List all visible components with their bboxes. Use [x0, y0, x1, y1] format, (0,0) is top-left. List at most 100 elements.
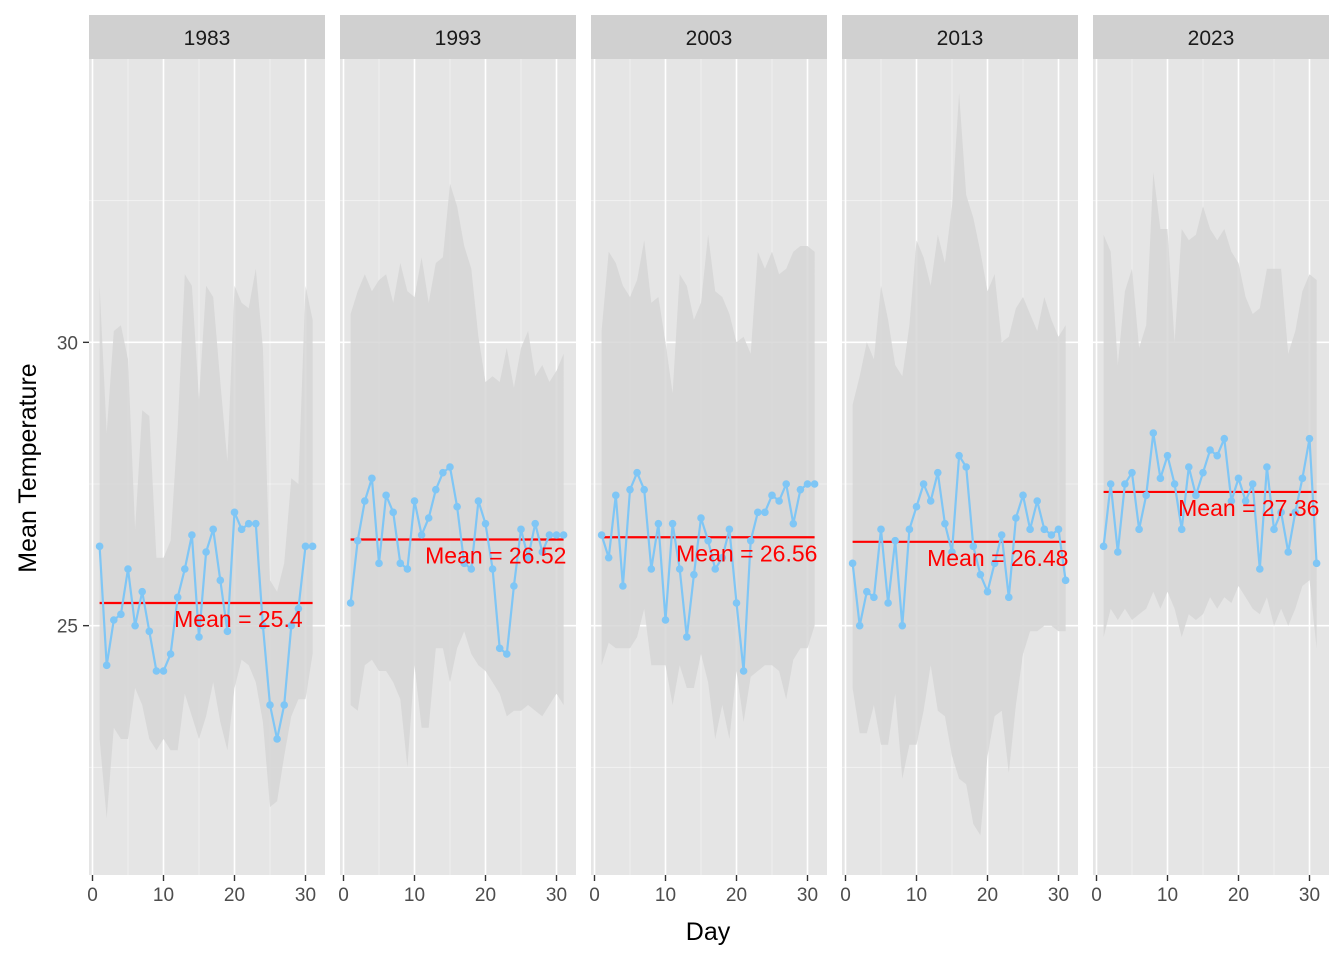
- x-tick-label: 0: [840, 885, 851, 906]
- data-point: [223, 627, 232, 636]
- data-point: [237, 525, 246, 534]
- data-point: [396, 559, 405, 568]
- plot-area: Mean = 27.36: [1093, 59, 1329, 875]
- data-point: [1234, 474, 1243, 483]
- data-point: [138, 587, 146, 596]
- data-point: [1047, 531, 1056, 539]
- data-point: [1177, 525, 1186, 534]
- data-point: [725, 525, 734, 534]
- data-point: [877, 525, 885, 534]
- data-point: [1298, 474, 1307, 483]
- data-point: [732, 599, 741, 607]
- facet-strip-label: 1993: [435, 27, 482, 50]
- data-point: [439, 468, 447, 477]
- data-point: [976, 570, 985, 579]
- data-point: [704, 536, 712, 545]
- data-point: [503, 650, 511, 658]
- data-point: [346, 599, 355, 607]
- data-point: [559, 531, 568, 539]
- data-point: [905, 525, 914, 534]
- x-tick-label: 0: [338, 885, 349, 906]
- mean-label: Mean = 26.48: [927, 545, 1068, 571]
- panels-layer: 1983 Mean = 25.4 0 10 20 30 1993 Mean = 26.52 0 1…: [87, 15, 1329, 906]
- data-point: [361, 497, 369, 505]
- data-point: [1312, 559, 1321, 568]
- data-point: [912, 502, 921, 511]
- data-point: [287, 621, 296, 630]
- data-point: [683, 633, 691, 641]
- data-point: [517, 525, 525, 534]
- x-tick-label: 30: [1048, 885, 1069, 906]
- y-tick-label: 30: [57, 333, 78, 354]
- data-point: [102, 661, 111, 670]
- data-point: [768, 491, 776, 500]
- plot-area: Mean = 26.48: [842, 59, 1078, 875]
- data-point: [124, 565, 132, 573]
- x-axis-title: Day: [686, 918, 731, 946]
- data-point: [95, 542, 104, 551]
- data-point: [209, 525, 217, 534]
- facet-strip: [1093, 15, 1329, 59]
- data-point: [1135, 525, 1143, 534]
- data-point: [1220, 434, 1229, 443]
- plot-area: Mean = 25.4: [89, 59, 325, 875]
- data-point: [1227, 497, 1236, 505]
- data-point: [1012, 514, 1020, 522]
- data-point: [1019, 491, 1027, 500]
- data-point: [510, 582, 518, 590]
- facet-panel-2013: 2013 Mean = 26.48 0 10 20 30: [840, 15, 1078, 906]
- data-point: [252, 519, 260, 528]
- data-point: [1054, 525, 1063, 534]
- data-point: [848, 559, 857, 568]
- data-point: [898, 621, 907, 630]
- data-point: [368, 474, 376, 483]
- data-point: [711, 565, 719, 573]
- x-tick-label: 20: [475, 885, 496, 906]
- data-point: [969, 542, 978, 551]
- facet-strip: [340, 15, 576, 59]
- data-point: [117, 610, 125, 619]
- data-point: [1199, 468, 1207, 477]
- data-point: [230, 508, 239, 517]
- data-point: [389, 508, 398, 517]
- x-tick-label: 20: [726, 885, 747, 906]
- x-tick-label: 10: [906, 885, 927, 906]
- data-point: [796, 485, 805, 494]
- plot-area: Mean = 26.52: [340, 59, 576, 875]
- data-point: [1305, 434, 1314, 443]
- data-point: [640, 485, 648, 494]
- data-point: [997, 531, 1006, 539]
- data-point: [1263, 463, 1271, 471]
- data-point: [460, 559, 469, 568]
- data-point: [775, 497, 783, 505]
- x-tick-label: 10: [1157, 885, 1178, 906]
- x-tick-label: 10: [655, 885, 676, 906]
- data-point: [1163, 451, 1172, 460]
- data-point: [1270, 525, 1278, 534]
- data-point: [181, 565, 189, 573]
- data-point: [552, 531, 561, 539]
- data-point: [661, 616, 670, 624]
- data-point: [453, 502, 461, 511]
- data-point: [524, 553, 532, 562]
- data-point: [495, 644, 504, 653]
- data-point: [739, 667, 748, 675]
- data-point: [538, 548, 547, 556]
- range-ribbon: [601, 234, 815, 739]
- data-point: [941, 519, 949, 528]
- data-point: [467, 565, 476, 573]
- x-tick-label: 0: [87, 885, 98, 906]
- data-point: [353, 536, 362, 545]
- data-point: [1114, 548, 1122, 556]
- data-point: [619, 582, 627, 590]
- data-point: [746, 536, 755, 545]
- data-point: [1192, 491, 1200, 500]
- data-point: [1170, 480, 1179, 488]
- data-point: [962, 463, 970, 471]
- data-point: [718, 553, 727, 562]
- data-point: [855, 621, 864, 630]
- y-tick-label: 25: [57, 617, 78, 638]
- data-point: [1248, 480, 1257, 488]
- facet-strip-label: 1983: [184, 27, 231, 50]
